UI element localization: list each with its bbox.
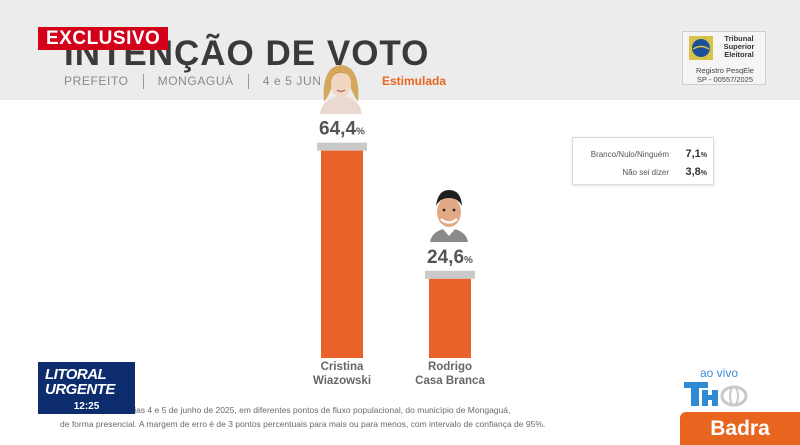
other-row-blank-null: Branco/Nulo/Ninguém 7,1% <box>573 147 715 161</box>
header-band <box>0 0 800 100</box>
data-label: 64,4% <box>319 119 365 140</box>
office-label: PREFEITO <box>64 74 129 88</box>
other-row-label: Branco/Nulo/Ninguém <box>590 150 669 159</box>
brand-line: URGENTE <box>45 381 115 398</box>
other-row-label: Não sei dizer <box>622 168 669 177</box>
tse-registration-box: Tribunal Superior Eleitoral Registro Pes… <box>682 31 766 85</box>
tse-registration: Registro PesqEle SP - 00557/2025 <box>683 66 767 84</box>
other-row-value: 3,8% <box>685 166 707 178</box>
clock: 12:25 <box>38 400 135 414</box>
sponsor-badge: Badra <box>680 412 800 445</box>
note-line: 080 eleitores, nos dias 4 e 5 de junho d… <box>60 405 511 415</box>
candidate-photo-rodrigo <box>430 190 468 242</box>
method-label: Estimulada <box>381 74 447 88</box>
category-label: Rodrigo <box>428 361 472 373</box>
city-label: MONGAGUÁ <box>157 74 234 88</box>
live-label: ao vivo <box>700 366 739 380</box>
subtitle-row: PREFEITO MONGAGUÁ 4 e 5 JUN 20 Estimulad… <box>64 73 446 89</box>
category-label: Cristina <box>321 361 364 373</box>
registration-label: Registro PesqEle <box>696 66 754 75</box>
data-label: 24,6% <box>427 247 473 268</box>
exclusive-tag: EXCLUSIVO <box>38 27 169 50</box>
tse-name: Tribunal Superior Eleitoral <box>723 34 755 59</box>
category-label: Wiazowski <box>313 375 371 387</box>
divider <box>142 73 144 89</box>
dates-label: 4 e 5 JUN 20 <box>262 74 340 88</box>
th-plus-logo-icon <box>684 382 748 407</box>
tse-emblem-icon <box>689 36 713 60</box>
bar-cap <box>425 270 475 279</box>
divider <box>247 73 249 89</box>
methodology-note: 080 eleitores, nos dias 4 e 5 de junho d… <box>60 403 660 431</box>
other-responses-box: Branco/Nulo/Ninguém 7,1% Não sei dizer 3… <box>572 137 714 185</box>
other-row-dont-know: Não sei dizer 3,8% <box>573 165 715 179</box>
brand-line: LITORAL <box>45 366 107 383</box>
bar <box>429 278 471 358</box>
bar <box>321 150 363 358</box>
candidate-photo-cristina <box>320 65 362 114</box>
category-label: Casa Branca <box>415 375 485 387</box>
litoral-urgente-logo: LITORAL URGENTE 12:25 <box>38 362 135 414</box>
note-line: de forma presencial. A margem de erro é … <box>60 419 546 429</box>
other-row-value: 7,1% <box>685 148 707 160</box>
registration-number: SP - 00557/2025 <box>696 75 754 84</box>
bar-cap <box>317 142 367 151</box>
